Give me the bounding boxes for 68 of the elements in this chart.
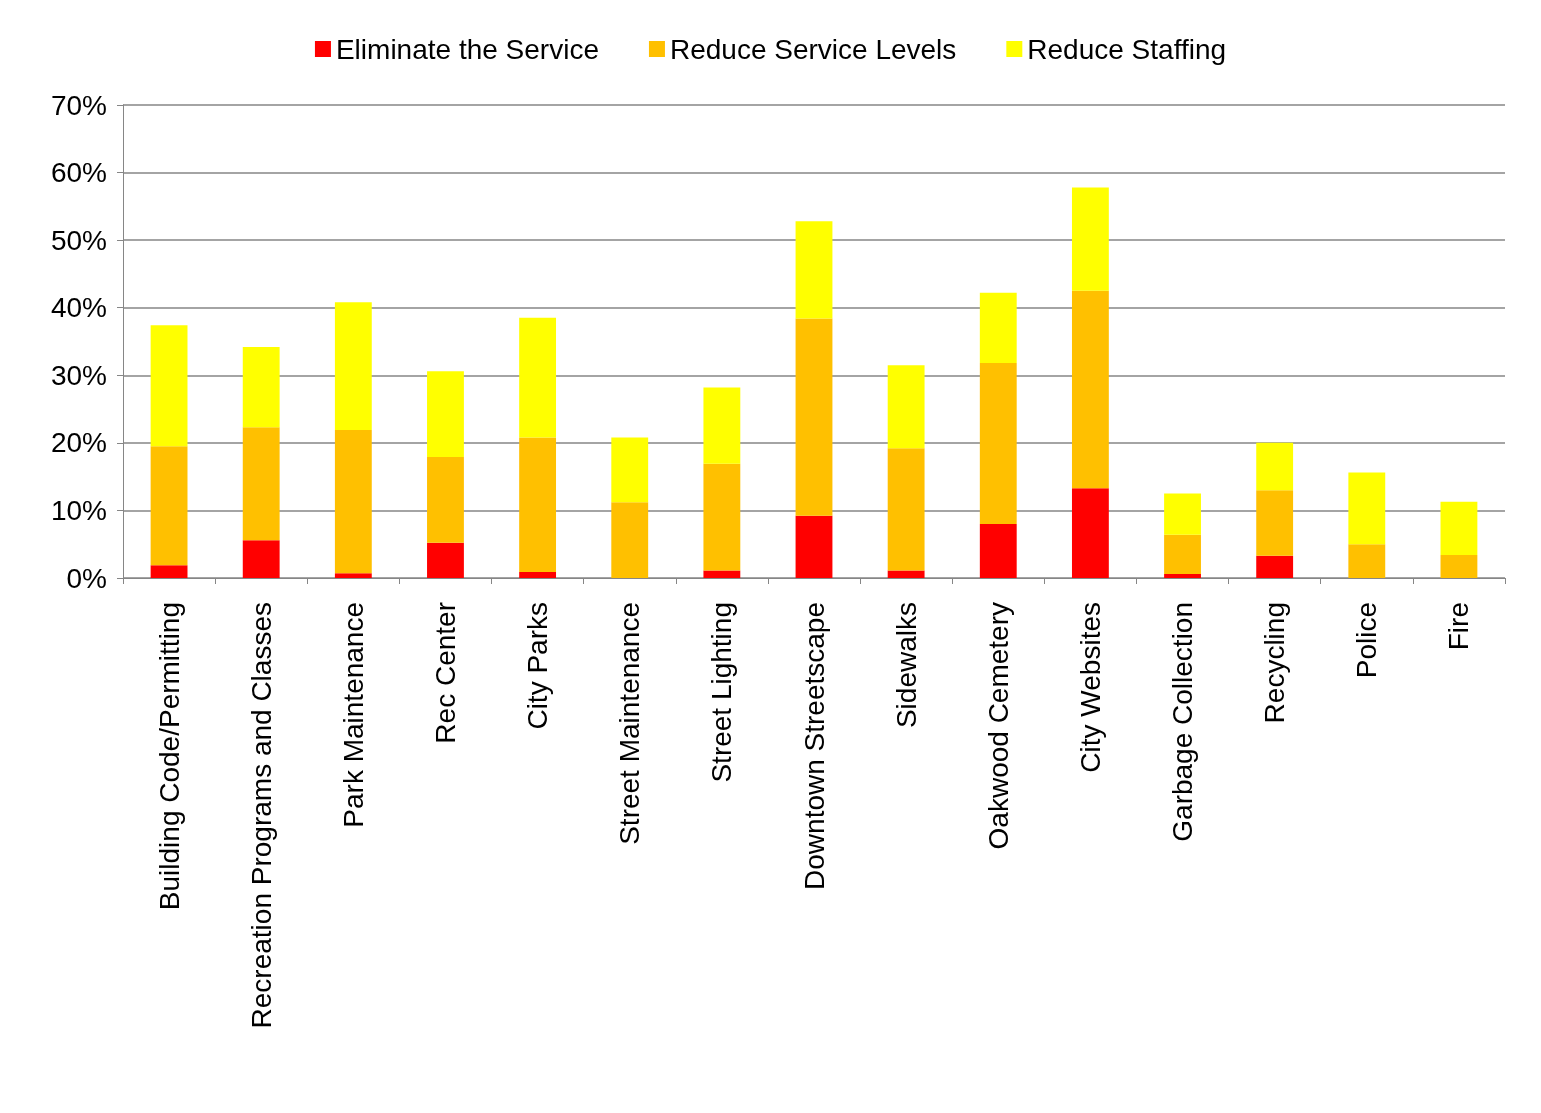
x-tick-label: Garbage Collection bbox=[1167, 602, 1199, 842]
bar bbox=[979, 292, 1017, 364]
legend-label: Reduce Staffing bbox=[1027, 33, 1227, 65]
bar bbox=[611, 437, 649, 503]
bar bbox=[427, 371, 464, 458]
x-tick-label: Oakwood Cemetery bbox=[982, 602, 1014, 850]
y-tick-label: 70% bbox=[50, 89, 107, 121]
bar bbox=[703, 570, 741, 578]
bar bbox=[519, 437, 557, 572]
x-tick-label: Rec Center bbox=[429, 602, 461, 744]
y-tick-label: 20% bbox=[50, 427, 107, 459]
bar bbox=[1164, 534, 1201, 574]
bar bbox=[427, 542, 464, 578]
y-tick-label: 0% bbox=[66, 562, 107, 594]
bar bbox=[1256, 490, 1294, 556]
y-tick-label: 40% bbox=[50, 292, 107, 324]
bar bbox=[150, 565, 188, 578]
bar bbox=[1256, 555, 1294, 578]
bar bbox=[1348, 472, 1386, 545]
bar bbox=[1071, 488, 1109, 578]
bar bbox=[242, 540, 280, 578]
legend-label: Eliminate the Service bbox=[335, 33, 599, 65]
x-tick-label: Sidewalks bbox=[890, 602, 922, 729]
bar bbox=[1440, 501, 1478, 556]
bar bbox=[979, 363, 1017, 524]
bar bbox=[242, 346, 280, 428]
x-tick-label: Building Code/Permitting bbox=[153, 602, 185, 911]
x-tick-label: Street Maintenance bbox=[614, 602, 646, 845]
bar bbox=[334, 430, 372, 574]
bar bbox=[795, 221, 833, 319]
bar bbox=[703, 387, 741, 464]
bar bbox=[1348, 544, 1386, 578]
x-tick-label: City Parks bbox=[522, 602, 554, 730]
y-tick-label: 10% bbox=[50, 494, 107, 526]
bar bbox=[795, 515, 833, 578]
bar bbox=[334, 573, 372, 578]
x-tick-label: Police bbox=[1351, 602, 1383, 679]
y-tick-label: 50% bbox=[50, 224, 107, 256]
bar bbox=[887, 365, 925, 449]
bar bbox=[1440, 555, 1478, 578]
bar bbox=[979, 523, 1017, 578]
bar bbox=[1256, 442, 1294, 491]
bar bbox=[795, 318, 833, 516]
bar bbox=[334, 302, 372, 431]
bar bbox=[611, 502, 649, 578]
bar bbox=[427, 457, 464, 543]
x-tick-label: Downtown Streetscape bbox=[798, 602, 830, 890]
x-tick-label: City Websites bbox=[1074, 602, 1106, 773]
bar bbox=[887, 448, 925, 571]
bar bbox=[703, 463, 741, 571]
bar bbox=[150, 446, 188, 566]
y-tick-label: 30% bbox=[50, 359, 107, 391]
y-tick-label: 60% bbox=[50, 157, 107, 189]
legend-label: Reduce Service Levels bbox=[669, 33, 957, 65]
bar bbox=[1164, 573, 1201, 578]
bar bbox=[1164, 493, 1201, 535]
bar bbox=[1071, 290, 1109, 489]
x-tick-label: Fire bbox=[1443, 602, 1475, 651]
x-tick-label: Street Lighting bbox=[706, 602, 738, 783]
bar bbox=[519, 317, 557, 438]
bar bbox=[1071, 187, 1109, 291]
bar bbox=[150, 325, 188, 447]
bar bbox=[242, 427, 280, 541]
x-tick-label: Recreation Programs and Classes bbox=[245, 602, 277, 1029]
bar bbox=[519, 571, 557, 578]
x-tick-label: Recycling bbox=[1259, 602, 1291, 724]
x-tick-label: Park Maintenance bbox=[337, 602, 369, 828]
bar bbox=[887, 570, 925, 578]
